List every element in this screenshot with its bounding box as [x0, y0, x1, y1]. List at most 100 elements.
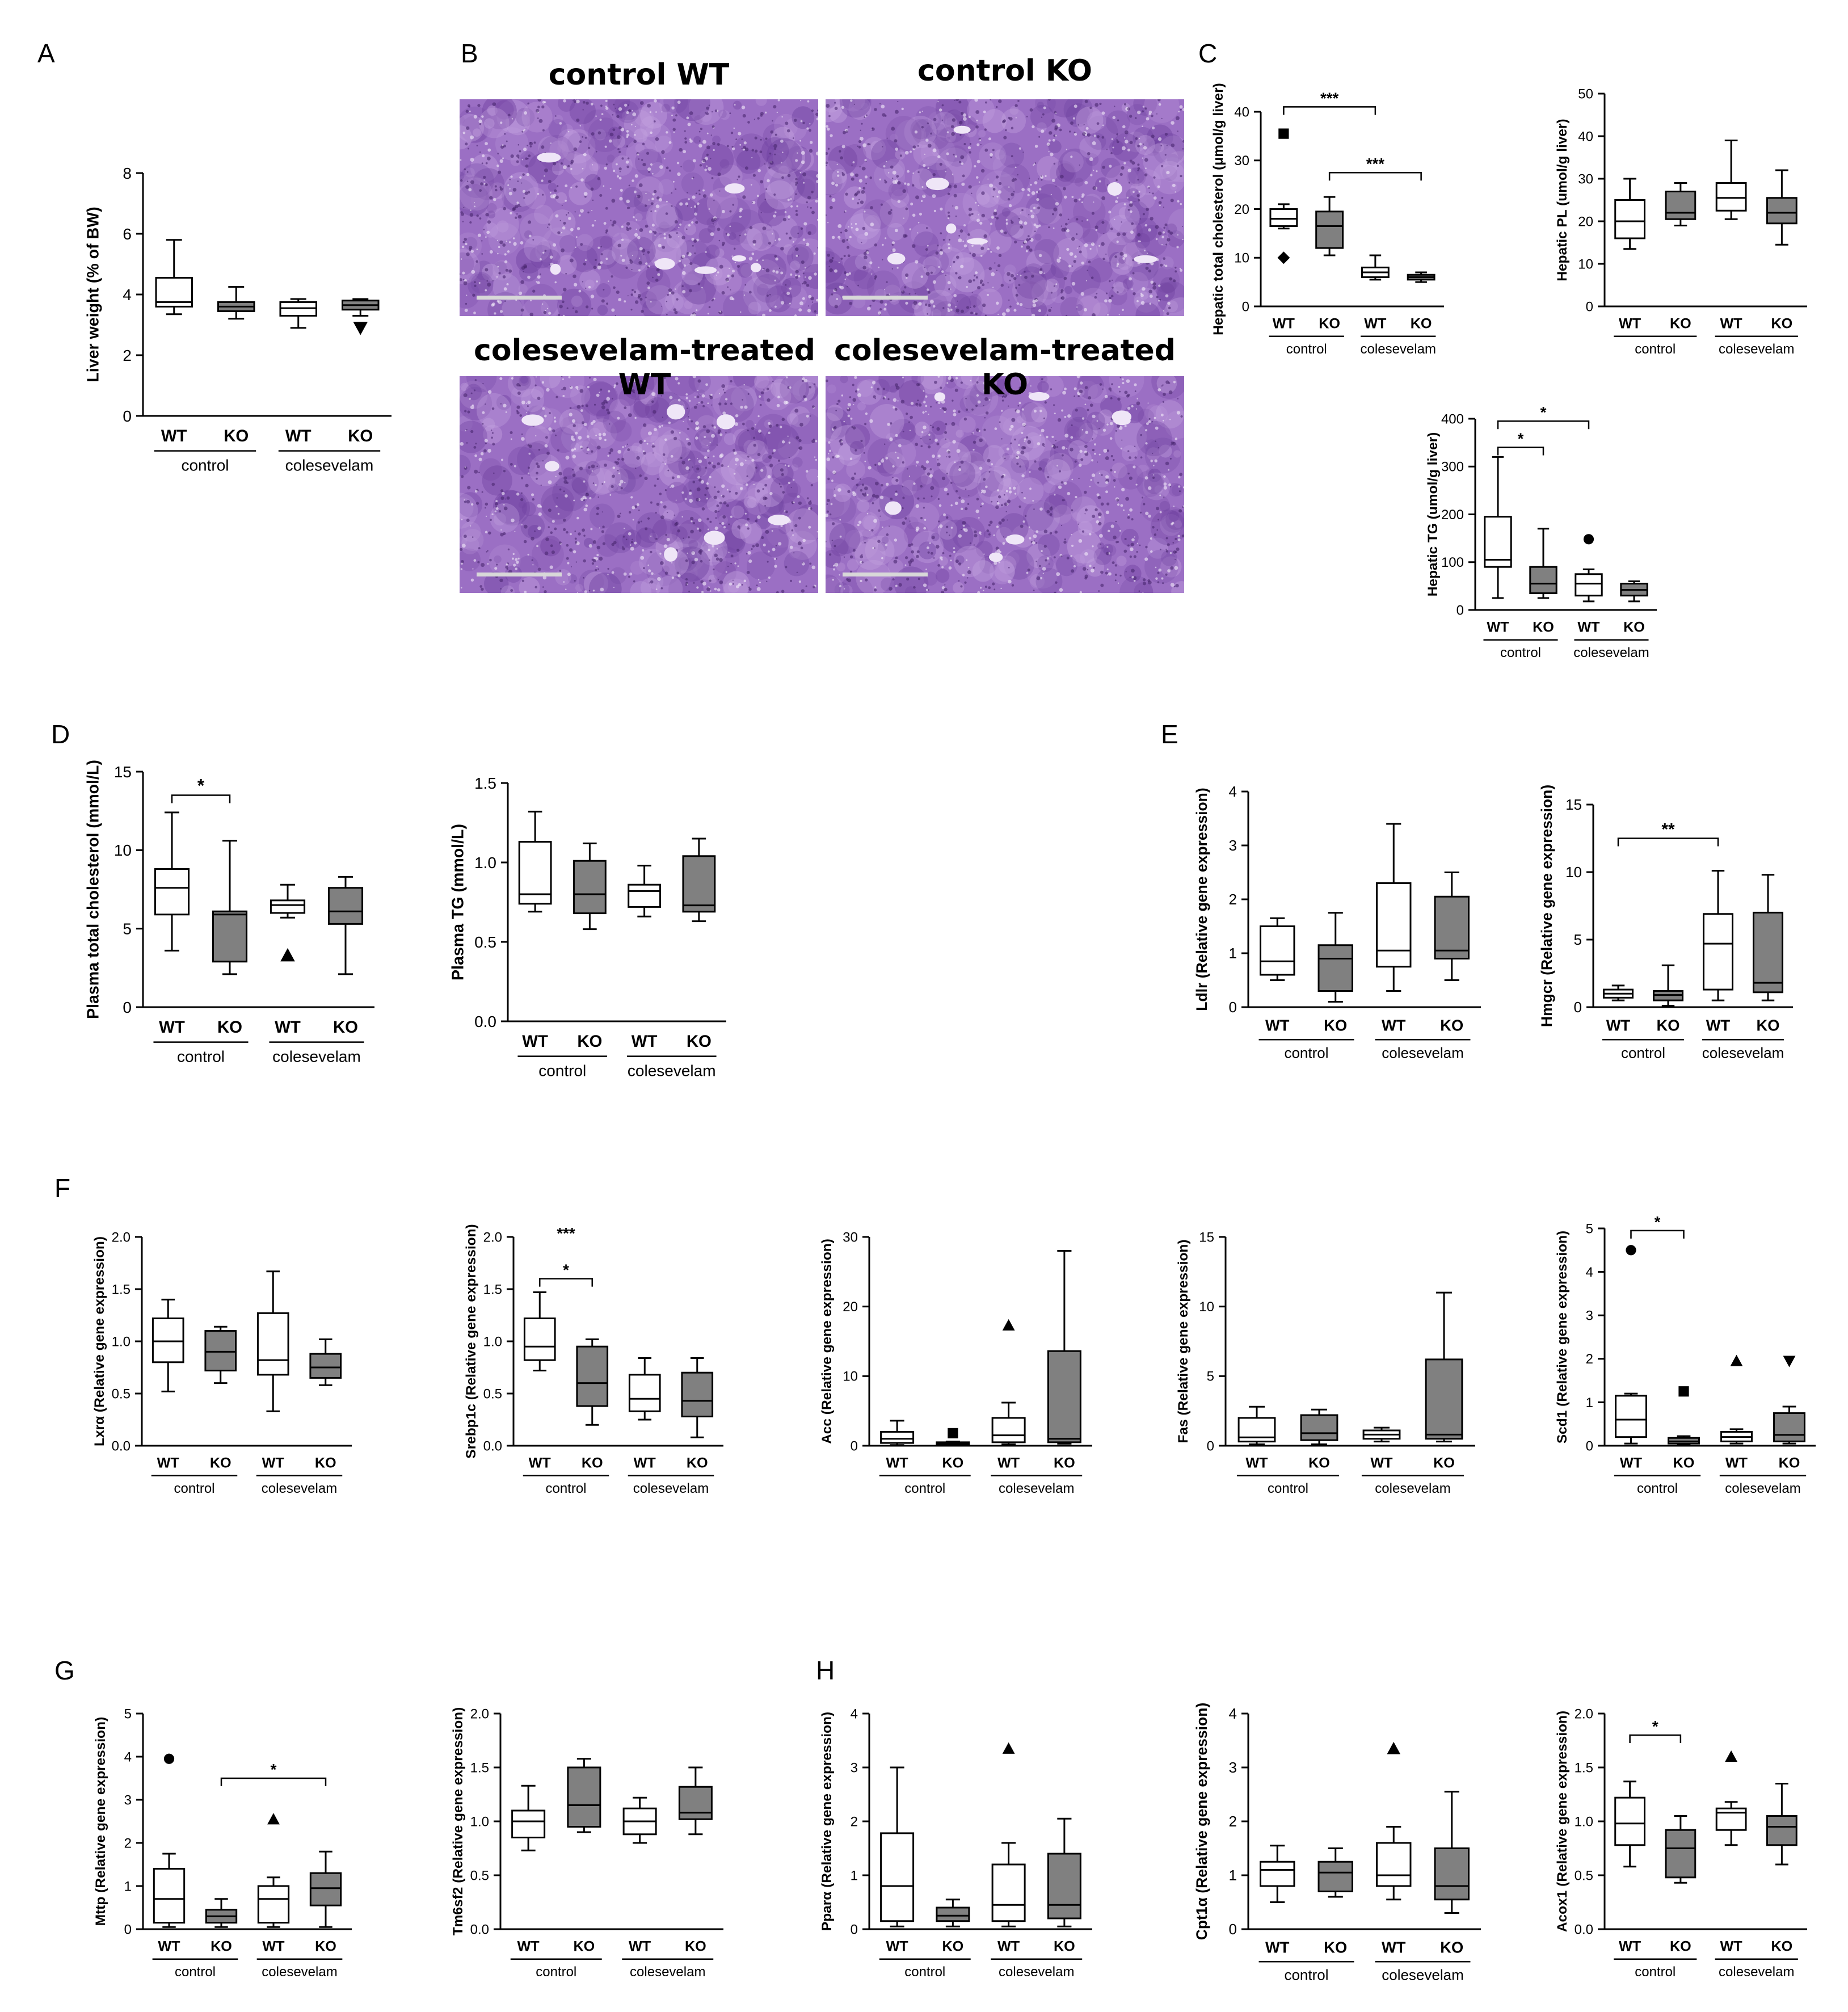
significance-label: *	[271, 1761, 277, 1778]
box-3	[682, 837, 716, 923]
category-label: WT	[997, 1938, 1020, 1954]
y-tick-label: 0	[1456, 603, 1464, 618]
group-label: colesevelam	[1719, 342, 1794, 357]
box-0	[1260, 1845, 1295, 1903]
category-label: WT	[1725, 1455, 1748, 1471]
y-axis-label: Ldlr (Relative gene expression)	[1193, 788, 1210, 1011]
y-tick-label: 10	[1578, 256, 1593, 272]
box-1	[936, 1899, 970, 1927]
box-3	[1425, 1291, 1463, 1443]
category-label: WT	[517, 1938, 540, 1954]
box-1	[572, 842, 607, 931]
y-tick-label: 0	[1242, 299, 1249, 314]
y-tick-label: 4	[1229, 1705, 1237, 1722]
box-1	[1317, 1847, 1353, 1898]
y-tick-label: 3	[851, 1760, 858, 1775]
category-label: WT	[1720, 1938, 1743, 1954]
y-axis-label: Lxrα (Relative gene expression)	[92, 1236, 107, 1446]
y-tick-label: 10	[1199, 1299, 1214, 1315]
category-label: WT	[285, 427, 311, 445]
box-iqr	[1300, 1414, 1338, 1441]
box-iqr	[1260, 925, 1295, 976]
category-label: KO	[1054, 1938, 1075, 1954]
y-tick-label: 1.0	[474, 854, 496, 872]
box-3	[1766, 169, 1798, 246]
category-label: WT	[262, 1938, 285, 1954]
y-tick-label: 5	[1207, 1369, 1214, 1384]
outlier-point	[1678, 1386, 1689, 1397]
significance-label: ***	[1320, 89, 1338, 107]
chart-d1: 0 5 10 15 Plasma total cholesterol (mmol/L) *…	[85, 760, 374, 1066]
box-iqr	[154, 868, 190, 916]
category-label: KO	[1440, 1017, 1463, 1034]
histology-colesevelam-wt	[442, 361, 829, 608]
box-0	[1269, 203, 1298, 230]
y-tick-label: 15	[1199, 1230, 1214, 1245]
category-label: KO	[1670, 1938, 1691, 1954]
category-label: KO	[315, 1455, 336, 1471]
significance-label: *	[1518, 430, 1524, 448]
y-tick-label: 10	[843, 1369, 858, 1384]
box-iqr	[1614, 199, 1646, 239]
box-0	[880, 1766, 915, 1927]
significance-bracket	[539, 1278, 593, 1287]
box-iqr	[1715, 182, 1747, 212]
box-2	[622, 1796, 657, 1844]
group-label: control	[1635, 1964, 1676, 1980]
category-label: WT	[1382, 1939, 1406, 1956]
chart-h2: 0 1 2 3 4 Cpt1α (Relative gene expression) WT K…	[1193, 1703, 1481, 1984]
category-label: WT	[1619, 315, 1641, 331]
box-0	[153, 1853, 186, 1928]
group-label: colesevelam	[1719, 1964, 1794, 1980]
y-tick-label: 5	[1586, 1221, 1593, 1236]
box-1	[205, 1898, 238, 1928]
outlier-point	[1725, 1750, 1738, 1762]
category-label: WT	[262, 1455, 285, 1471]
y-axis-label: Hepatic total cholesterol (μmol/g liver)	[1211, 83, 1226, 335]
box-0	[880, 1420, 915, 1446]
y-tick-label: 2.0	[1575, 1706, 1593, 1721]
y-tick-label: 1.5	[1575, 1760, 1593, 1775]
category-label: WT	[1606, 1017, 1631, 1034]
y-tick-label: 1.5	[474, 775, 496, 792]
category-label: KO	[1324, 1017, 1347, 1034]
box-3	[309, 1338, 342, 1386]
box-iqr	[511, 1809, 546, 1838]
group-label: colesevelam	[1382, 1967, 1464, 1984]
y-tick-label: 0.5	[470, 1868, 489, 1883]
box-0	[154, 811, 190, 952]
category-label: KO	[1308, 1455, 1330, 1471]
y-axis-label: Hepatic TG (umol/g liver)	[1425, 432, 1441, 597]
y-tick-label: 15	[114, 763, 132, 781]
group-label: control	[1284, 1045, 1328, 1062]
box-1	[1300, 1408, 1338, 1446]
y-tick-label: 0.5	[474, 933, 496, 951]
box-iqr	[991, 1417, 1026, 1443]
panel-letter-f: F	[54, 1173, 70, 1203]
outlier-point	[1783, 1356, 1796, 1367]
group-label: control	[538, 1062, 586, 1080]
box-1	[1315, 196, 1344, 256]
group-label: colesevelam	[1725, 1481, 1800, 1496]
box-iqr	[1773, 1412, 1805, 1442]
y-axis-label: Acox1 (Relative gene expression)	[1555, 1711, 1570, 1932]
y-tick-label: 0.0	[1575, 1922, 1593, 1937]
box-0	[155, 239, 193, 315]
category-label: WT	[632, 1032, 658, 1051]
y-axis-label: Liver weight (% of BW)	[85, 207, 103, 382]
category-label: WT	[1487, 619, 1509, 635]
y-tick-label: 40	[1578, 129, 1593, 144]
category-label: WT	[886, 1938, 909, 1954]
category-label: WT	[886, 1455, 909, 1471]
y-tick-label: 3	[124, 1792, 132, 1808]
y-tick-label: 4	[1229, 783, 1237, 800]
box-1	[1317, 912, 1353, 1003]
group-label: control	[177, 1048, 225, 1066]
y-tick-label: 10	[1565, 864, 1582, 881]
outlier-point	[1730, 1354, 1743, 1366]
category-label: WT	[1720, 315, 1743, 331]
y-tick-label: 10	[114, 841, 132, 859]
category-label: KO	[217, 1018, 242, 1037]
category-label: WT	[161, 427, 187, 445]
y-tick-label: 1.5	[483, 1282, 502, 1297]
